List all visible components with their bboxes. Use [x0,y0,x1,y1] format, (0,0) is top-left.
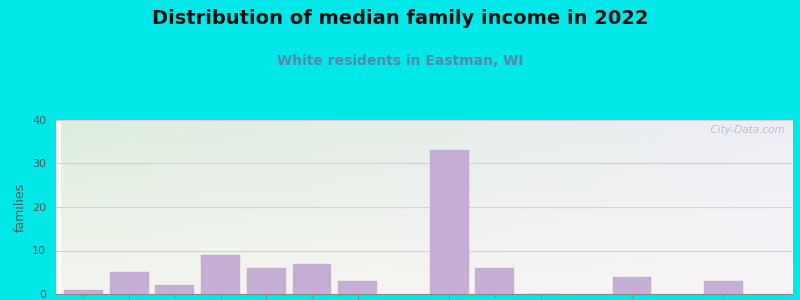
Bar [338,281,377,294]
Bar [64,290,103,294]
Bar [475,268,514,294]
Bar [293,263,331,294]
Y-axis label: families: families [14,182,26,232]
Bar [110,272,149,294]
Text: City-Data.com: City-Data.com [704,125,785,135]
Bar [201,255,240,294]
Bar [247,268,286,294]
Text: White residents in Eastman, WI: White residents in Eastman, WI [277,54,523,68]
Bar [704,281,743,294]
Bar [613,277,651,294]
Bar [430,150,469,294]
Text: Distribution of median family income in 2022: Distribution of median family income in … [152,9,648,28]
Bar [155,285,194,294]
